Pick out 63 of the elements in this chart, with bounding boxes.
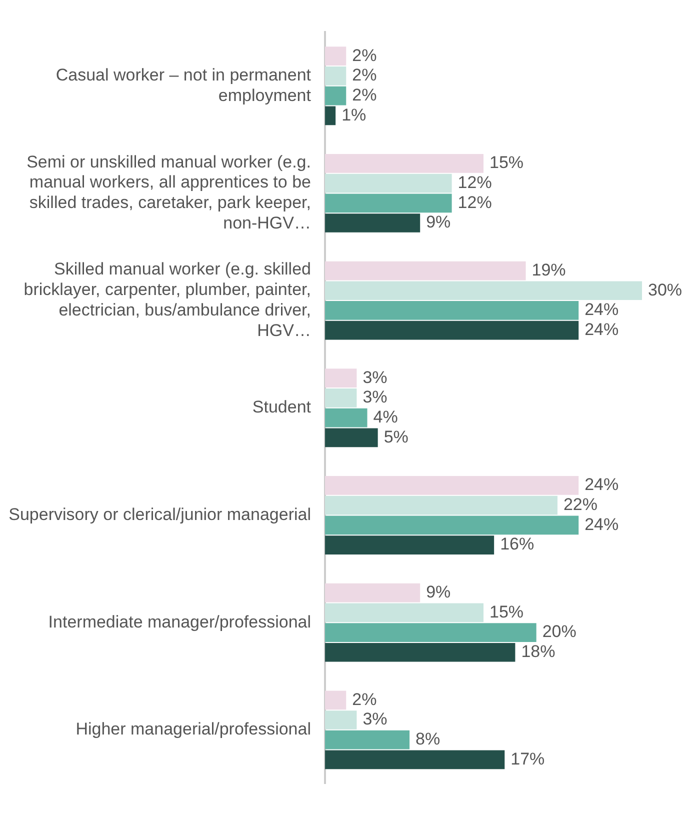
bar [325,174,452,193]
data-label: 5% [384,427,408,446]
data-label: 2% [352,46,377,65]
bar [325,750,505,770]
bar [325,536,494,554]
data-label: 2% [352,66,377,85]
data-label: 22% [563,495,598,514]
data-label: 4% [373,408,398,427]
data-label: 15% [490,153,524,172]
bar [325,320,579,340]
data-label: 15% [490,602,524,622]
bar [325,516,579,535]
y-tick-label: Skilled manual worker (e.g. skilled bricklayer, carpenter, plumber, painter, electrician, bus/ambulance driver, HGV… [24,260,311,340]
bar [325,642,516,662]
bar [325,603,484,622]
data-label: 17% [510,749,545,768]
data-label: 2% [352,85,377,104]
bar [325,690,346,710]
bar [325,368,357,388]
data-label: 1% [342,105,366,124]
data-label: 3% [362,368,388,387]
bar [325,301,579,320]
bar [325,408,368,428]
bar [325,86,346,106]
data-label: 12% [458,172,492,192]
y-tick-label: Supervisory or clerical/junior managerial [8,504,311,524]
bar [325,194,452,213]
data-label: 24% [584,475,619,494]
data-label: 18% [521,642,556,662]
data-label: 8% [416,730,440,749]
bar [325,106,336,126]
bar [325,46,346,66]
bar [325,281,642,300]
data-label: 19% [532,260,566,280]
bar [325,261,526,280]
bar [325,730,410,750]
bar [325,623,536,642]
y-tick-label: Higher managerial/professional [76,720,311,739]
data-label: 16% [500,534,534,554]
y-tick-label: Intermediate manager/professional [48,612,311,632]
data-label: 12% [458,192,492,212]
bar [325,496,558,515]
data-label: 9% [426,582,451,602]
data-label: 24% [584,320,619,340]
data-label: 2% [352,690,377,709]
data-label: 30% [648,280,682,300]
bar [325,66,346,86]
data-label: 24% [584,514,619,534]
data-label: 20% [542,622,576,642]
bar [325,154,484,173]
bar [325,476,579,495]
bar [325,583,420,602]
y-tick-label: Student [252,398,312,417]
data-label: 9% [426,212,451,232]
y-tick-label: Casual worker – not in permanent employment [56,65,312,105]
data-label: 24% [584,300,619,320]
data-label: 3% [362,710,388,729]
y-tick-label: Semi or unskilled manual worker (e.g. manual workers, all apprentices to be skilled trades, caretaker, park keeper, non-HGV… [26,152,311,232]
data-label: 3% [362,388,388,407]
bar [325,710,357,730]
bar [325,428,378,448]
bar [325,214,420,232]
bar [325,388,357,408]
